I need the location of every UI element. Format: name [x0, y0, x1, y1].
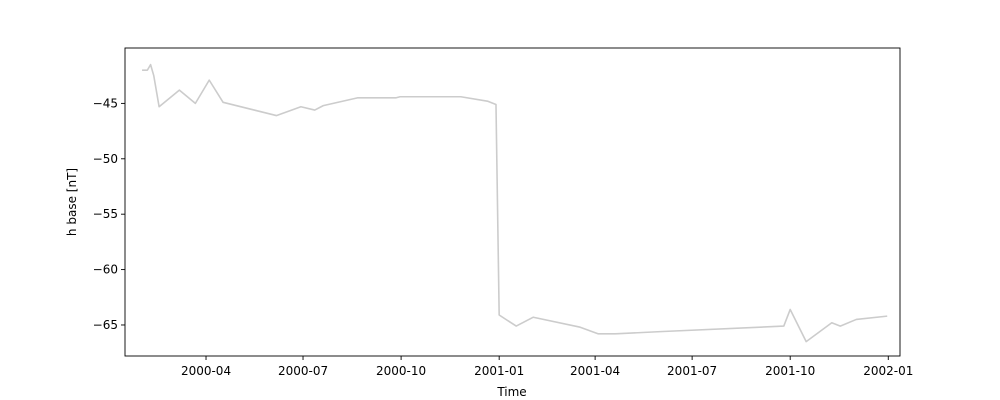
y-axis-label: h base [nT]	[65, 168, 79, 236]
x-tick-label: 2000-07	[278, 364, 328, 378]
plot-frame	[124, 47, 901, 357]
x-axis: 2000-04 2000-07 2000-10 2001-01 2001-04 2001-…	[181, 356, 913, 378]
y-tick-label: −65	[93, 318, 118, 332]
x-tick-label: 2001-01	[474, 364, 524, 378]
plot-area	[124, 47, 901, 357]
x-tick-label: 2001-04	[570, 364, 620, 378]
y-tick-label: −60	[93, 263, 118, 277]
x-tick-label: 2000-04	[181, 364, 231, 378]
x-tick-label: 2001-07	[667, 364, 717, 378]
x-tick-label: 2002-01	[863, 364, 913, 378]
y-tick-label: −55	[93, 207, 118, 221]
x-tick-label: 2000-10	[376, 364, 426, 378]
series-line-0	[142, 63, 888, 343]
y-tick-label: −45	[93, 96, 118, 110]
x-axis-label: Time	[496, 385, 526, 399]
y-tick-label: −50	[93, 152, 118, 166]
x-tick-label: 2001-10	[765, 364, 815, 378]
y-axis: −45 −50 −55 −60 −65	[93, 96, 125, 332]
